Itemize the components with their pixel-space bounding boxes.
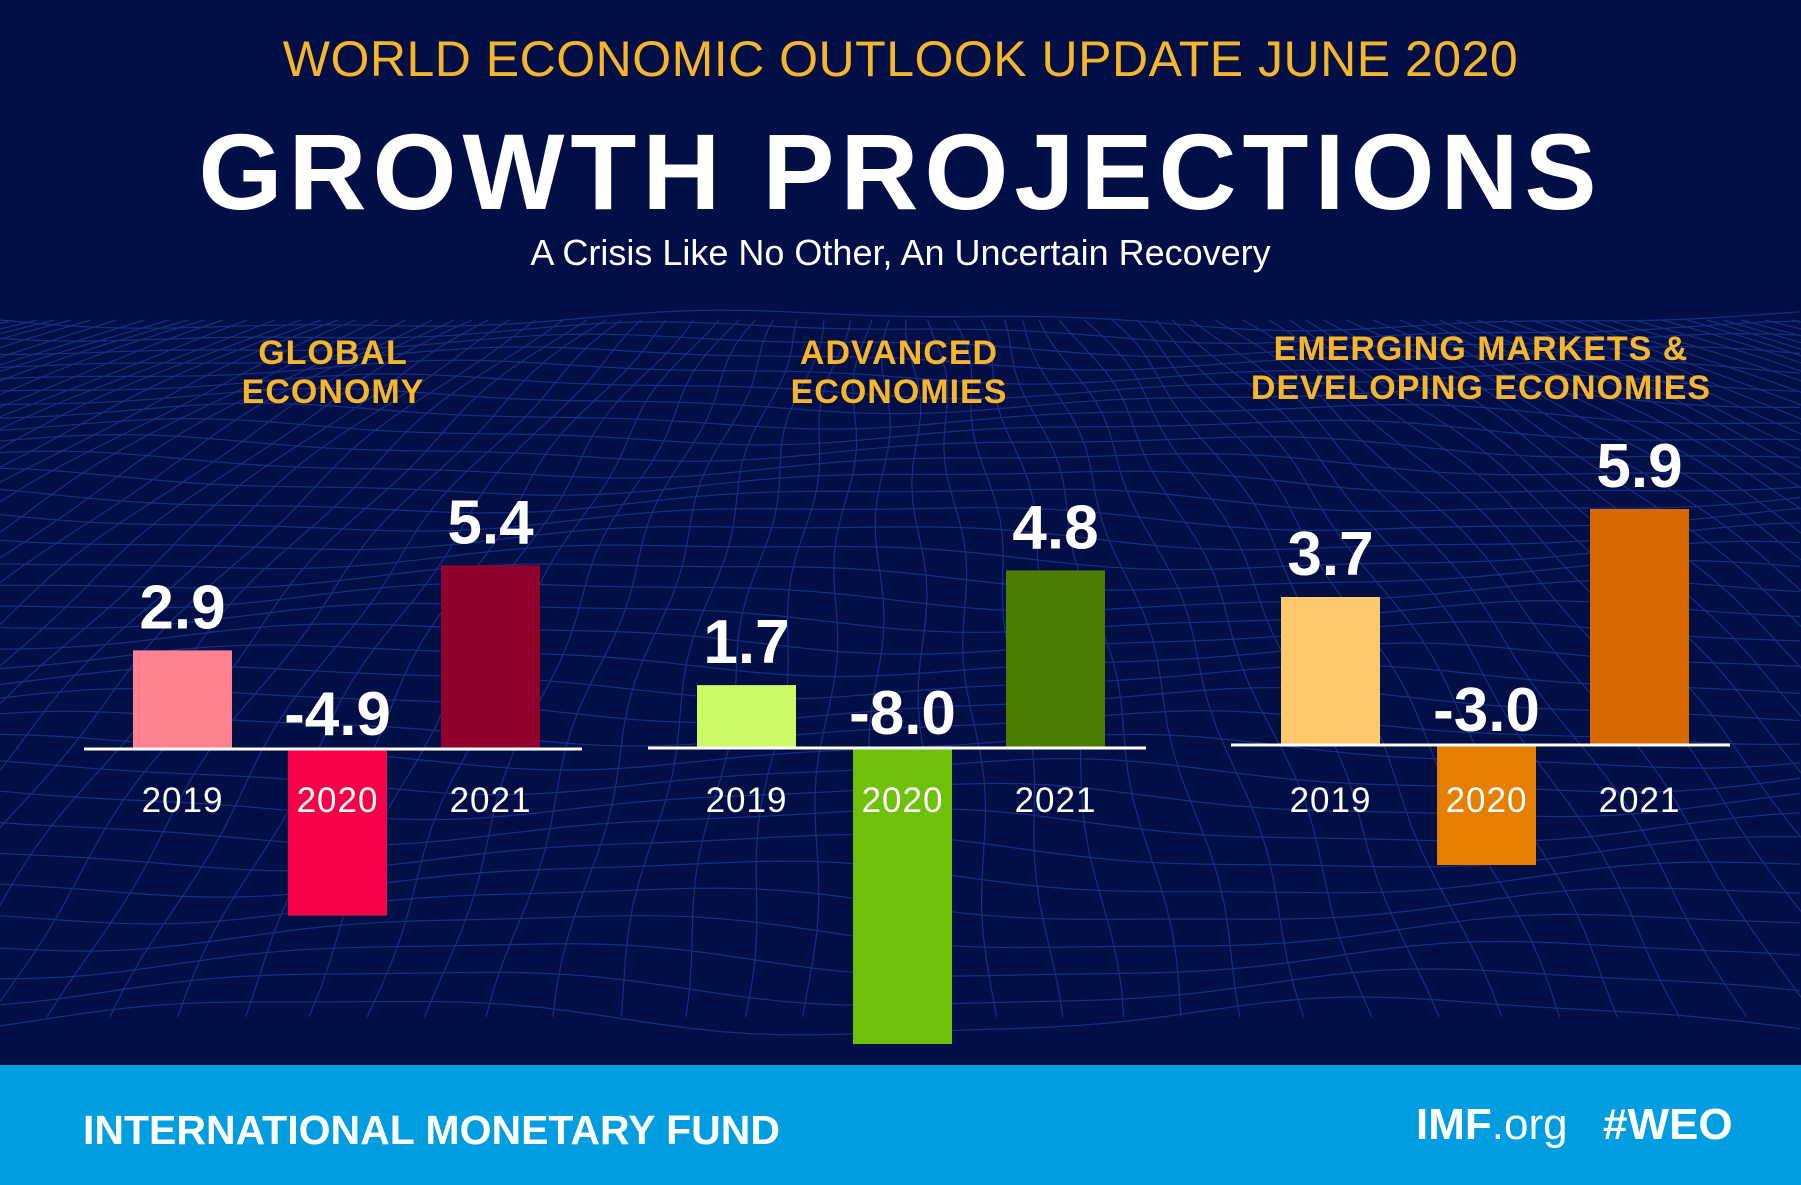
footer-hashtag[interactable]: #WEO: [1603, 1100, 1733, 1149]
bar-2020: [1437, 745, 1536, 865]
panel-title-line: ADVANCED: [799, 334, 999, 372]
year-tick-label: 2020: [297, 781, 379, 820]
footer-website-link[interactable]: IMF.org: [1416, 1100, 1568, 1150]
year-tick-label: 2021: [450, 781, 532, 820]
bar-2021: [1006, 570, 1105, 748]
data-label: 1.7: [703, 608, 789, 677]
chart-panel-0: 2.9 2019 -4.9 2020 5.4 2021: [84, 488, 582, 916]
panel-title-line: GLOBAL: [258, 334, 408, 372]
data-label: 3.7: [1287, 520, 1373, 589]
report-kicker: WORLD ECONOMIC OUTLOOK UPDATE JUNE 2020: [282, 31, 1519, 87]
bar-2021: [1590, 509, 1689, 745]
year-tick-label: 2019: [142, 781, 224, 820]
site-rest: .org: [1491, 1100, 1568, 1149]
year-tick-label: 2019: [1290, 781, 1372, 820]
bar-2021: [441, 565, 540, 749]
chart-panel-2: 3.7 2019 -3.0 2020 5.9 2021: [1231, 432, 1730, 865]
panel-title-global: GLOBAL ECONOMY: [33, 334, 633, 412]
page-title: GROWTH PROJECTIONS: [198, 111, 1603, 232]
panel-title-emerging: EMERGING MARKETS & DEVELOPING ECONOMIES: [1181, 330, 1781, 408]
bar-2019: [133, 650, 232, 749]
year-tick-label: 2021: [1599, 781, 1681, 820]
panel-title-line: DEVELOPING ECONOMIES: [1250, 369, 1712, 407]
data-label: 5.9: [1596, 432, 1682, 501]
growth-bar-charts: 2.9 2019 -4.9 2020 5.4 2021 1.7 2019 -8.0 2020 4.8…: [84, 432, 1730, 1044]
data-label: -8.0: [849, 679, 956, 748]
panel-title-line: ECONOMY: [241, 373, 425, 411]
year-tick-label: 2020: [1446, 781, 1528, 820]
year-tick-label: 2021: [1015, 781, 1097, 820]
year-tick-label: 2020: [862, 781, 944, 820]
bar-2019: [697, 685, 796, 748]
data-label: -3.0: [1433, 676, 1540, 745]
site-bold: IMF: [1416, 1100, 1492, 1149]
data-label: 2.9: [139, 573, 225, 642]
data-label: -4.9: [284, 680, 391, 749]
chart-panel-1: 1.7 2019 -8.0 2020 4.8 2021: [648, 493, 1146, 1044]
bar-2020: [853, 748, 952, 1044]
panel-title-line: EMERGING MARKETS &: [1273, 330, 1689, 368]
data-label: 5.4: [447, 488, 534, 557]
panel-title-advanced: ADVANCED ECONOMIES: [599, 334, 1199, 412]
data-label: 4.8: [1012, 493, 1098, 562]
year-tick-label: 2019: [706, 781, 788, 820]
footer-bar: [0, 1065, 1801, 1185]
footer-org-name: INTERNATIONAL MONETARY FUND: [83, 1107, 780, 1153]
panel-title-line: ECONOMIES: [790, 373, 1008, 411]
bar-2020: [288, 749, 387, 916]
page-subtitle: A Crisis Like No Other, An Uncertain Rec…: [530, 232, 1271, 273]
bar-2019: [1281, 597, 1380, 745]
